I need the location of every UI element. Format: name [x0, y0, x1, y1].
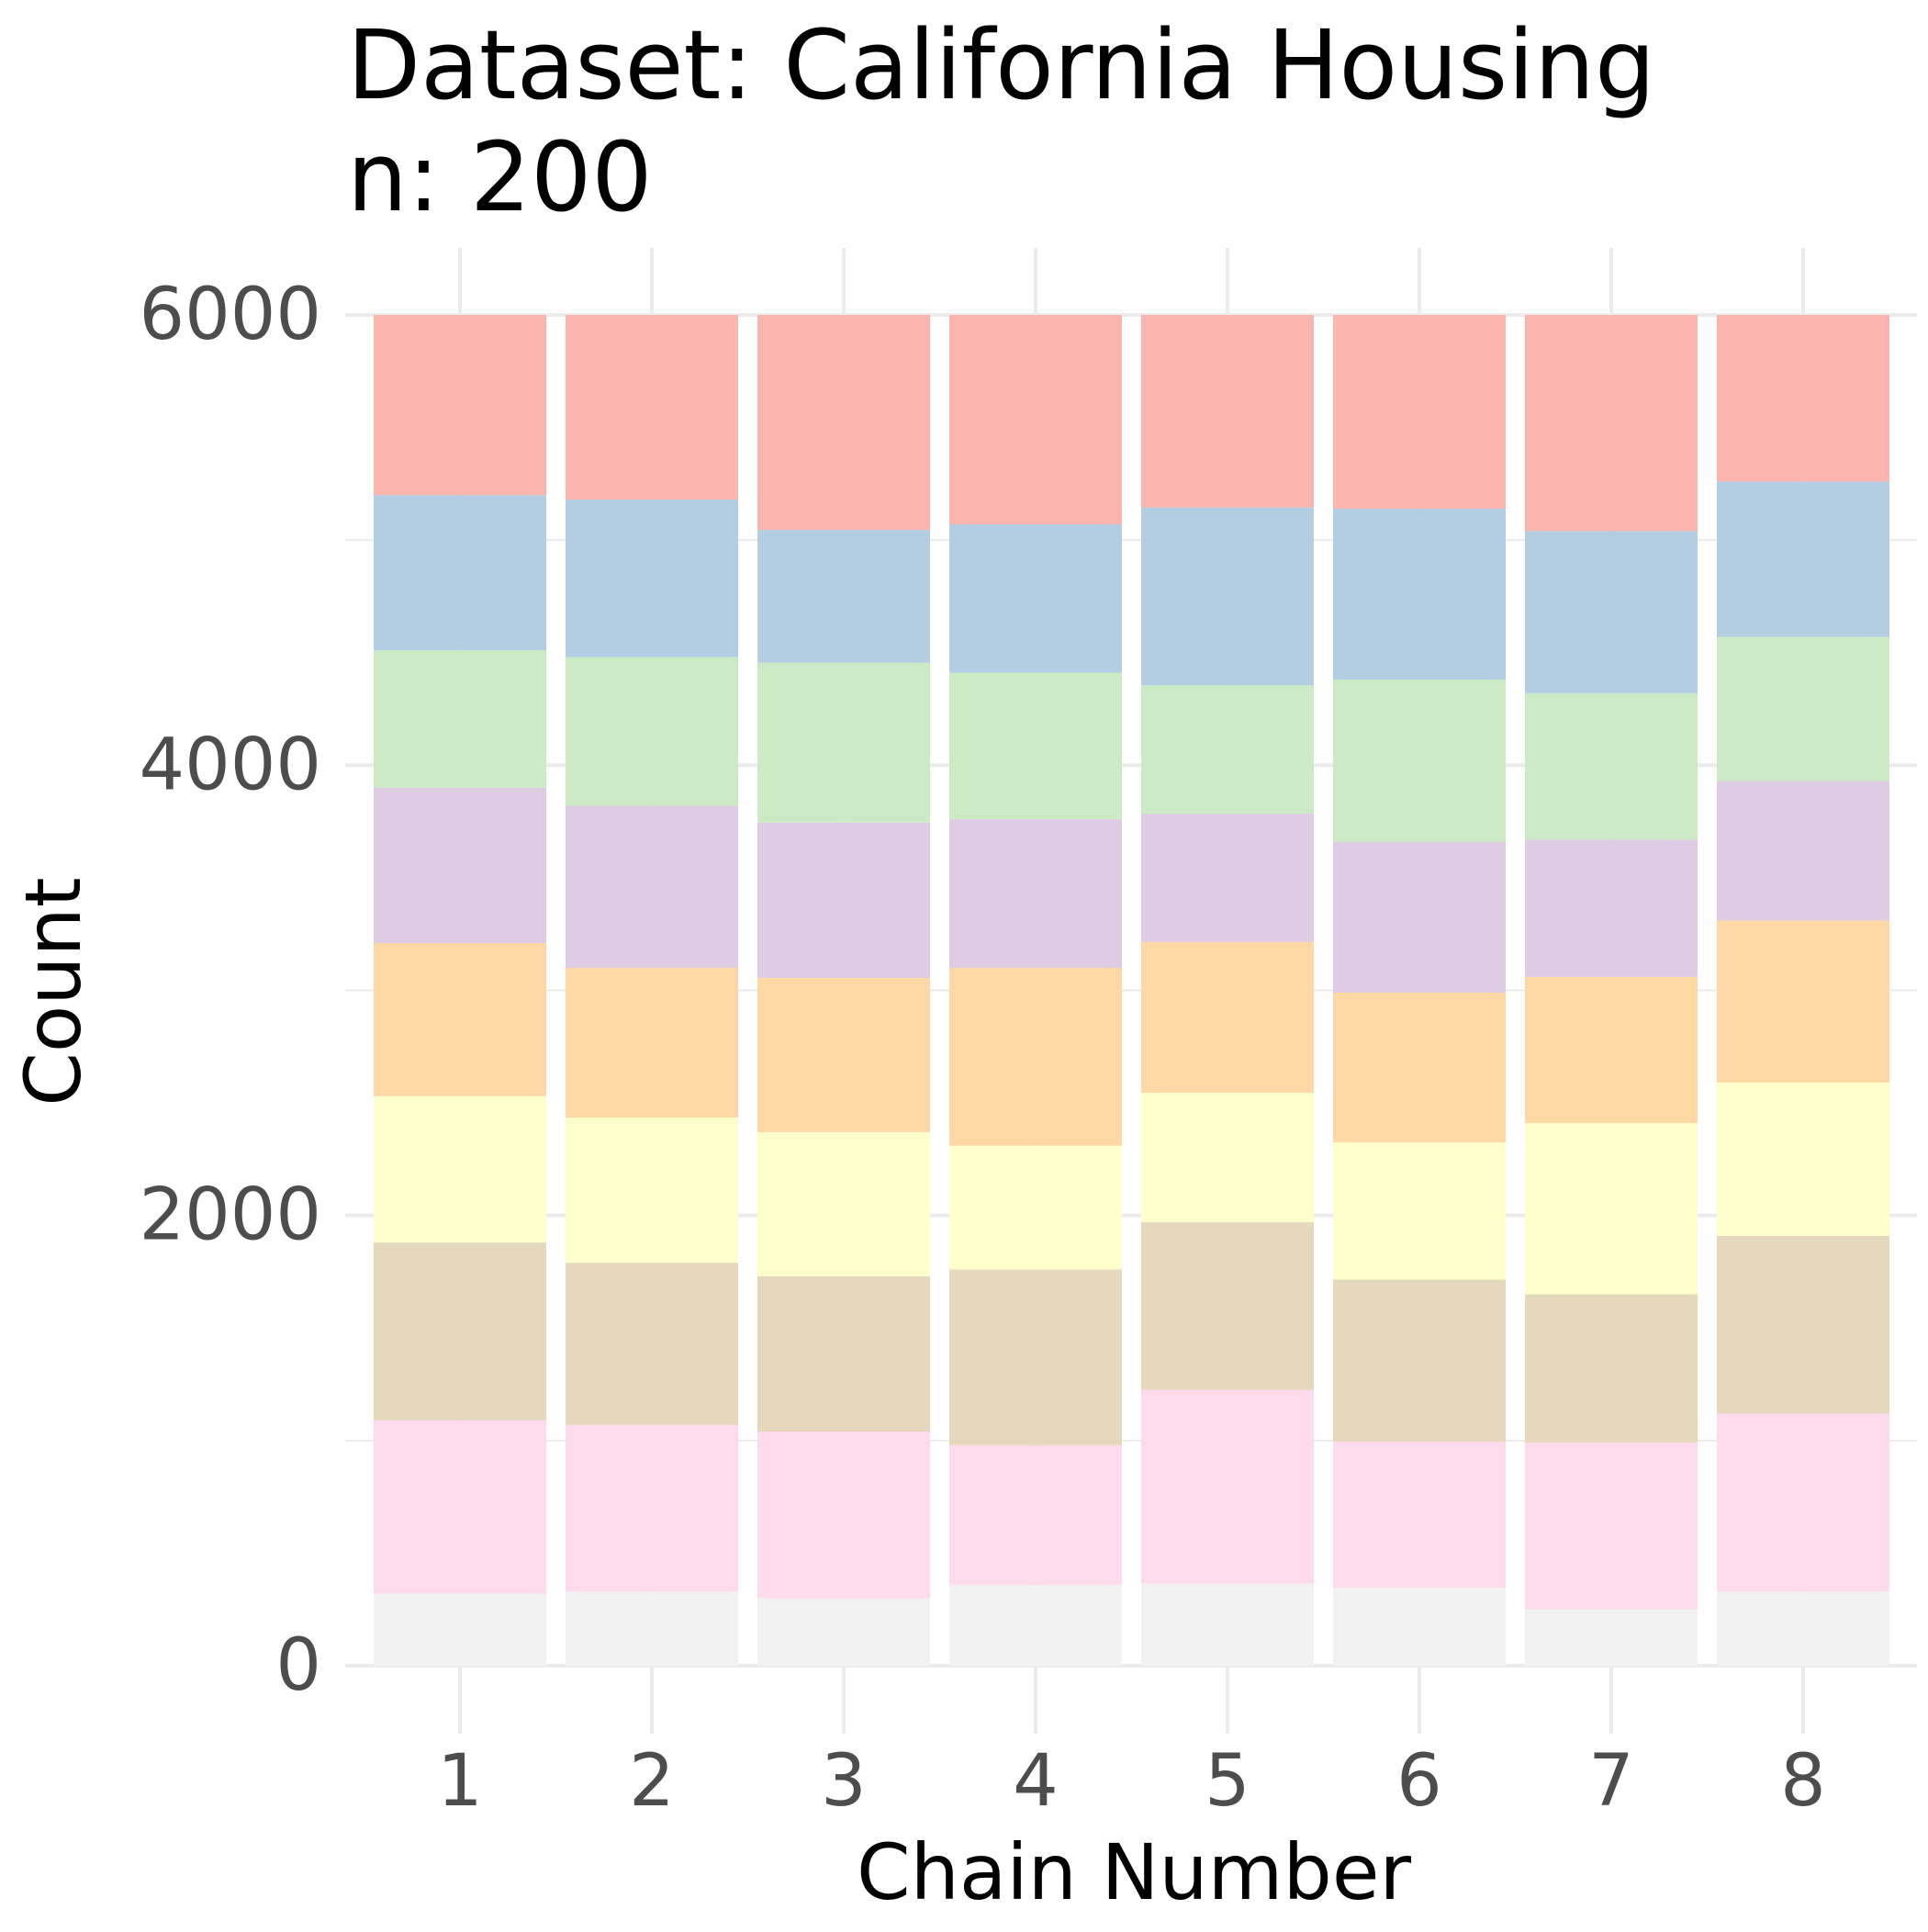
bar-segment — [566, 967, 738, 1118]
bar-segment — [949, 1269, 1122, 1445]
x-tick-label: 2 — [629, 1740, 675, 1823]
bar-segment — [1525, 1443, 1698, 1610]
x-tick-label: 3 — [821, 1740, 867, 1823]
bar-segment — [949, 315, 1122, 525]
x-tick-label: 7 — [1588, 1740, 1634, 1823]
bar-segment — [1141, 1093, 1314, 1223]
bar-segment — [1717, 1083, 1889, 1236]
bar-segment — [566, 1118, 738, 1264]
bar-segment — [757, 1275, 930, 1432]
bar-segment — [757, 1131, 930, 1276]
bar-segment — [1717, 1591, 1889, 1666]
bar-segment — [1141, 315, 1314, 508]
bar-segment — [1333, 1588, 1506, 1666]
bar-segment — [949, 1145, 1122, 1270]
bar-segment — [1141, 814, 1314, 942]
tick-label-layer: 0 2000 4000 6000 1 2 3 4 5 6 7 8 — [139, 274, 1825, 1823]
bar-segment — [1141, 1583, 1314, 1666]
x-tick-label: 4 — [1013, 1740, 1059, 1823]
bar-segment — [949, 1444, 1122, 1585]
y-axis-label: Count — [8, 877, 98, 1106]
bar-segment — [1333, 841, 1506, 993]
bar-segment — [1525, 1123, 1698, 1295]
y-tick-label: 0 — [275, 1624, 321, 1707]
bar-segment — [757, 662, 930, 823]
bar-segment — [949, 967, 1122, 1146]
bar-segment — [1141, 685, 1314, 814]
x-tick-label: 5 — [1205, 1740, 1250, 1823]
bar-segment — [1141, 507, 1314, 686]
bar-segment — [566, 315, 738, 500]
bar-segment — [374, 1242, 546, 1421]
bar-segment — [1717, 315, 1889, 482]
bar-segment — [1333, 680, 1506, 842]
bar-segment — [949, 672, 1122, 820]
bar-segment — [1333, 1141, 1506, 1280]
bar-segment — [949, 819, 1122, 968]
bar-segment — [1717, 781, 1889, 921]
bar-segment — [1525, 692, 1698, 840]
bar-segment — [1717, 920, 1889, 1084]
bar-segment — [566, 1424, 738, 1592]
bar-segment — [374, 787, 546, 944]
bar-segment — [1333, 992, 1506, 1142]
chart-title-block: Dataset: California Housing n: 200 — [347, 9, 1655, 233]
bar-segment — [1525, 1609, 1698, 1666]
bar-segment — [374, 1593, 546, 1666]
y-tick-label: 2000 — [139, 1174, 321, 1257]
bar-segment — [1717, 1413, 1889, 1592]
bar-segment — [757, 530, 930, 663]
y-tick-label: 4000 — [139, 724, 321, 806]
bar-segment — [1525, 1294, 1698, 1443]
x-tick-label: 6 — [1396, 1740, 1442, 1823]
bar-segment — [757, 315, 930, 531]
x-tick-label: 1 — [437, 1740, 483, 1823]
bar-segment — [1717, 636, 1889, 781]
y-tick-label: 6000 — [139, 274, 321, 356]
bar-segment — [757, 1432, 930, 1599]
bar-segment — [1141, 1222, 1314, 1390]
bar-segment — [1141, 941, 1314, 1094]
bar-segment — [757, 978, 930, 1132]
chart-subtitle: n: 200 — [347, 121, 653, 233]
bar-segment — [1333, 1279, 1506, 1443]
bar-segment — [1525, 839, 1698, 977]
bar-segment — [374, 315, 546, 496]
bar-segment — [1333, 508, 1506, 680]
bar-segment — [374, 943, 546, 1096]
bar-segment — [1717, 1235, 1889, 1414]
bar-segment — [1141, 1389, 1314, 1584]
bar-segment — [374, 650, 546, 788]
bar-segment — [757, 822, 930, 979]
bar-segment — [1525, 976, 1698, 1124]
bar-segment — [949, 524, 1122, 673]
bar-segment — [566, 500, 738, 657]
bar-segment — [1525, 315, 1698, 532]
x-axis-label: Chain Number — [857, 1827, 1412, 1917]
bar-segment — [949, 1584, 1122, 1666]
bar-segment — [1333, 315, 1506, 509]
bar-segment — [566, 1591, 738, 1666]
bar-segment — [374, 1095, 546, 1243]
bar-segment — [374, 1420, 546, 1594]
bar-segment — [757, 1598, 930, 1666]
chart-title: Dataset: California Housing — [347, 9, 1656, 121]
bar-segment — [1525, 531, 1698, 693]
bar-segment — [566, 805, 738, 968]
bar-layer — [374, 315, 1889, 1666]
x-tick-label: 8 — [1780, 1740, 1826, 1823]
bar-segment — [1333, 1442, 1506, 1589]
bar-segment — [566, 1263, 738, 1425]
bar-segment — [566, 657, 738, 806]
bar-segment — [1717, 481, 1889, 637]
bar-segment — [374, 495, 546, 651]
